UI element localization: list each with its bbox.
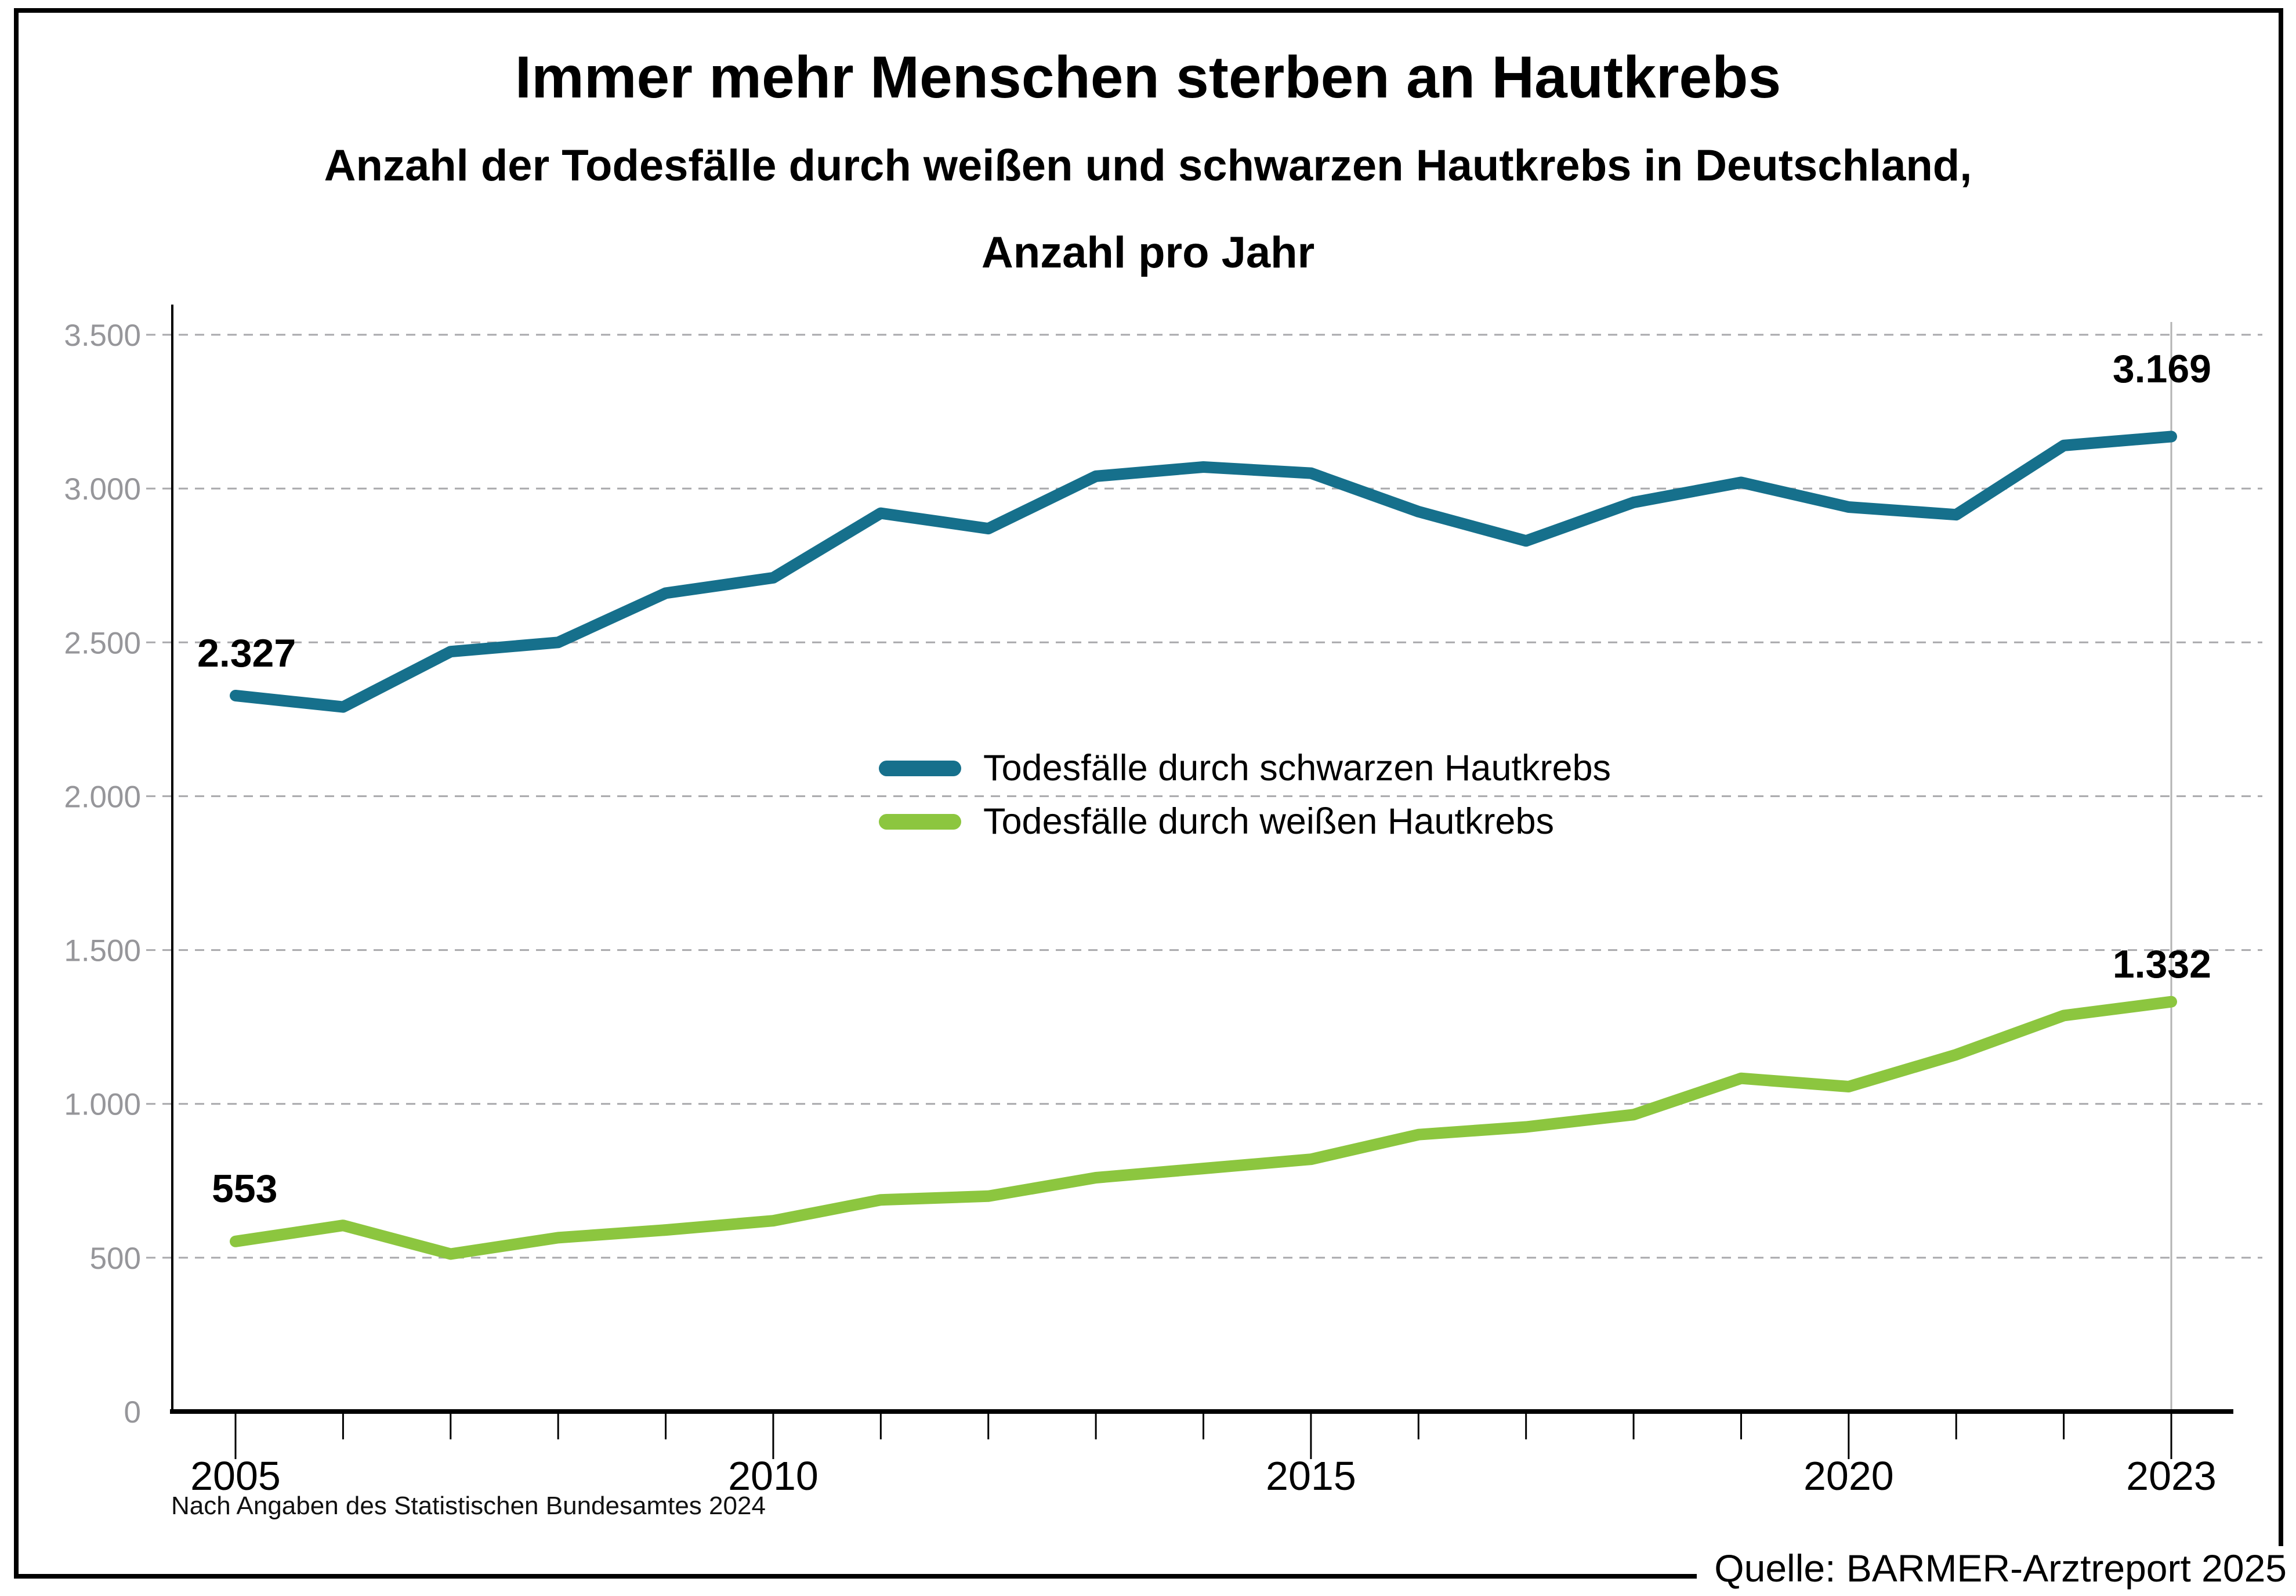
svg-text:2023: 2023 [2126, 1453, 2217, 1499]
svg-text:2010: 2010 [728, 1453, 819, 1499]
legend-item-weisser-hautkrebs: Todesfälle durch weißen Hautkrebs [879, 795, 1611, 848]
legend-label: Todesfälle durch schwarzen Hautkrebs [983, 747, 1611, 788]
svg-text:500: 500 [90, 1242, 141, 1276]
svg-text:2015: 2015 [1266, 1453, 1356, 1499]
data-label-nonmelanoma-2023: 1.332 [2112, 942, 2211, 986]
legend-swatch-green-line [879, 813, 961, 830]
source-credit: Quelle: BARMER-Arztreport 2025 [1697, 1546, 2290, 1591]
data-label-melanoma-2023: 3.169 [2112, 347, 2211, 391]
svg-text:2.500: 2.500 [64, 626, 141, 660]
legend-swatch-teal-line [879, 760, 961, 776]
svg-text:0: 0 [124, 1395, 141, 1429]
svg-text:2020: 2020 [1804, 1453, 1894, 1499]
footnote-data-source: Nach Angaben des Statistischen Bundesamt… [171, 1492, 766, 1520]
chart-title: Immer mehr Menschen sterben an Hautkrebs [515, 44, 1781, 110]
svg-text:3.000: 3.000 [64, 472, 141, 506]
svg-text:1.000: 1.000 [64, 1088, 141, 1122]
chart-subtitle-line2: Anzahl pro Jahr [981, 228, 1315, 277]
series-line-1 [230, 996, 2177, 1260]
legend: Todesfälle durch schwarzen Hautkrebs Tod… [879, 741, 1611, 848]
svg-text:2.000: 2.000 [64, 780, 141, 814]
legend-label: Todesfälle durch weißen Hautkrebs [983, 801, 1555, 842]
chart-subtitle-line1: Anzahl der Todesfälle durch weißen und s… [324, 141, 1972, 190]
series-line-0 [230, 430, 2177, 713]
svg-text:3.500: 3.500 [64, 319, 141, 353]
svg-text:1.500: 1.500 [64, 934, 141, 968]
svg-text:2005: 2005 [190, 1453, 281, 1499]
data-label-melanoma-2005: 2.327 [197, 631, 296, 675]
legend-item-schwarzer-hautkrebs: Todesfälle durch schwarzen Hautkrebs [879, 741, 1611, 795]
data-label-nonmelanoma-2005: 553 [212, 1167, 278, 1211]
